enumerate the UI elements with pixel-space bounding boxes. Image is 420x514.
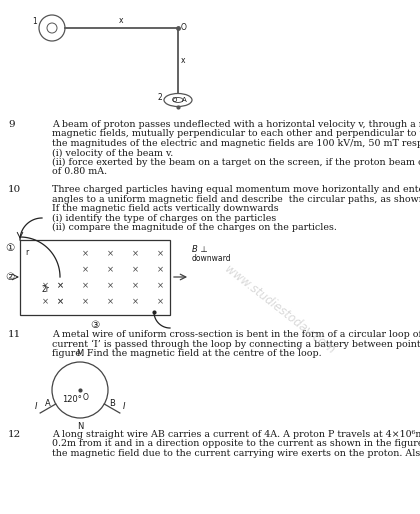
Text: 2r: 2r: [42, 285, 50, 294]
Text: 9: 9: [8, 120, 15, 129]
Text: ×: ×: [157, 298, 163, 306]
Text: ×: ×: [157, 266, 163, 274]
Text: 12: 12: [8, 430, 21, 439]
Text: (i) identify the type of charges on the particles: (i) identify the type of charges on the …: [52, 213, 276, 223]
Text: the magnitudes of the electric and magnetic fields are 100 kV/m, 50 mT respectiv: the magnitudes of the electric and magne…: [52, 139, 420, 148]
Text: A: A: [45, 399, 51, 409]
Text: figure. Find the magnetic field at the centre of the loop.: figure. Find the magnetic field at the c…: [52, 349, 322, 358]
Text: magnetic fields, mutually perpendicular to each other and perpendicular to the d: magnetic fields, mutually perpendicular …: [52, 130, 420, 138]
Text: ×: ×: [81, 298, 89, 306]
Text: ×: ×: [107, 249, 113, 259]
Text: ×: ×: [57, 298, 63, 306]
Text: 2: 2: [157, 94, 162, 102]
Text: ×: ×: [131, 298, 139, 306]
Text: ×: ×: [157, 282, 163, 290]
Text: ×: ×: [107, 282, 113, 290]
Text: 120°: 120°: [62, 395, 82, 405]
Text: ③: ③: [90, 320, 100, 330]
Text: ×: ×: [57, 282, 63, 290]
Text: x: x: [181, 56, 186, 65]
Text: ×: ×: [42, 298, 48, 306]
Text: A: A: [182, 97, 187, 103]
Text: B ⊥: B ⊥: [192, 245, 207, 254]
Text: A long straight wire AB carries a current of 4A. A proton P travels at 4×10⁶m/s : A long straight wire AB carries a curren…: [52, 430, 420, 439]
Text: ×: ×: [131, 266, 139, 274]
Text: A metal wire of uniform cross-section is bent in the form of a circular loop of : A metal wire of uniform cross-section is…: [52, 330, 420, 339]
Text: angles to a uniform magnetic field and describe  the circular paths, as shown in: angles to a uniform magnetic field and d…: [52, 194, 420, 204]
Text: ×: ×: [131, 282, 139, 290]
Text: ×: ×: [107, 298, 113, 306]
Text: ×: ×: [57, 282, 63, 290]
Text: 1: 1: [32, 17, 37, 26]
Text: ②: ②: [5, 272, 15, 282]
Text: (ii) force exerted by the beam on a target on the screen, if the proton beam car: (ii) force exerted by the beam on a targ…: [52, 158, 420, 167]
Text: 10: 10: [8, 185, 21, 194]
Text: O: O: [181, 24, 187, 32]
Text: ×: ×: [81, 282, 89, 290]
Text: M: M: [76, 349, 84, 358]
Bar: [20, 240, 170, 315]
Text: ①: ①: [5, 243, 15, 253]
Text: I: I: [123, 402, 125, 411]
Text: B: B: [109, 399, 115, 409]
Text: ×: ×: [107, 266, 113, 274]
Text: current ‘I’ is passed through the loop by connecting a battery between point A a: current ‘I’ is passed through the loop b…: [52, 340, 420, 349]
Text: 0.2m from it and in a direction opposite to the current as shown in the figure. : 0.2m from it and in a direction opposite…: [52, 439, 420, 449]
Text: N: N: [77, 422, 83, 431]
Text: O: O: [171, 97, 177, 103]
Text: www.studiestoday.com: www.studiestoday.com: [223, 263, 338, 357]
Text: (i) velocity of the beam v.: (i) velocity of the beam v.: [52, 149, 173, 158]
Text: A beam of proton passes undeflected with a horizontal velocity v, through a regi: A beam of proton passes undeflected with…: [52, 120, 420, 129]
Text: ×: ×: [57, 298, 63, 306]
Text: Three charged particles having equal momentum move horizontally and enter in a r: Three charged particles having equal mom…: [52, 185, 420, 194]
Text: O: O: [83, 393, 89, 402]
Text: ×: ×: [42, 282, 48, 290]
Text: ×: ×: [131, 249, 139, 259]
Text: downward: downward: [192, 254, 231, 263]
Text: I: I: [35, 402, 37, 411]
Text: r: r: [25, 248, 28, 257]
Text: ×: ×: [81, 249, 89, 259]
Text: (ii) compare the magnitude of the charges on the particles.: (ii) compare the magnitude of the charge…: [52, 223, 337, 232]
Text: 11: 11: [8, 330, 21, 339]
Text: If the magnetic field acts vertically downwards: If the magnetic field acts vertically do…: [52, 204, 278, 213]
Text: of 0.80 mA.: of 0.80 mA.: [52, 168, 107, 176]
Text: ×: ×: [157, 249, 163, 259]
Text: ×: ×: [81, 266, 89, 274]
Text: the magnetic field due to the current carrying wire exerts on the proton. Also s: the magnetic field due to the current ca…: [52, 449, 420, 458]
Text: x: x: [119, 16, 124, 25]
